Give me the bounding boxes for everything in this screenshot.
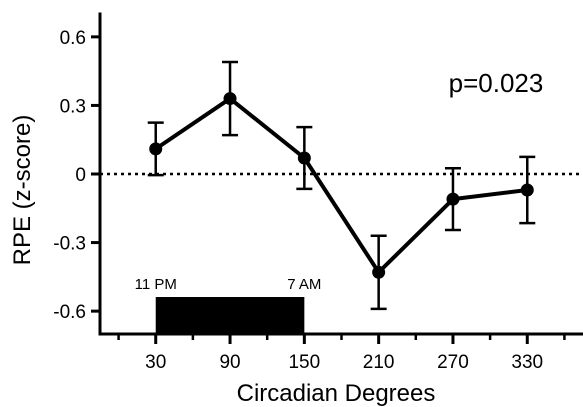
- y-tick-label: 0.3: [60, 96, 86, 117]
- data-point: [372, 265, 386, 279]
- sleep-period: 11 PM 7 AM: [135, 276, 321, 334]
- x-tick-label: 330: [511, 352, 543, 373]
- y-tick-label: 0: [75, 165, 86, 186]
- y-tick-label: 0.6: [60, 28, 86, 49]
- x-axis-label: Circadian Degrees: [237, 380, 436, 407]
- x-tick-label: 30: [145, 352, 166, 373]
- tick-labels: -0.6 -0.3 0 0.3 0.6 30 90 150 210 270 330: [53, 28, 543, 373]
- x-tick-label: 150: [288, 352, 320, 373]
- data-point: [520, 183, 534, 197]
- p-value-annotation: p=0.023: [449, 68, 544, 98]
- x-tick-label: 270: [437, 352, 469, 373]
- sleep-start-label: 11 PM: [135, 276, 177, 293]
- sleep-bar: [155, 297, 305, 334]
- error-bars: [147, 60, 536, 311]
- data-point: [223, 92, 237, 106]
- x-tick-label: 210: [363, 352, 395, 373]
- y-axis-label: RPE (z-score): [9, 115, 36, 266]
- data-points: [149, 92, 534, 279]
- y-tick-label: -0.3: [53, 234, 86, 255]
- y-tick-label: -0.6: [53, 302, 86, 323]
- sleep-end-label: 7 AM: [287, 276, 321, 293]
- series-line: [154, 96, 528, 275]
- ticks: [91, 35, 566, 344]
- data-point: [149, 142, 163, 156]
- x-tick-label: 90: [219, 352, 240, 373]
- data-point: [446, 192, 460, 206]
- data-point: [297, 151, 311, 165]
